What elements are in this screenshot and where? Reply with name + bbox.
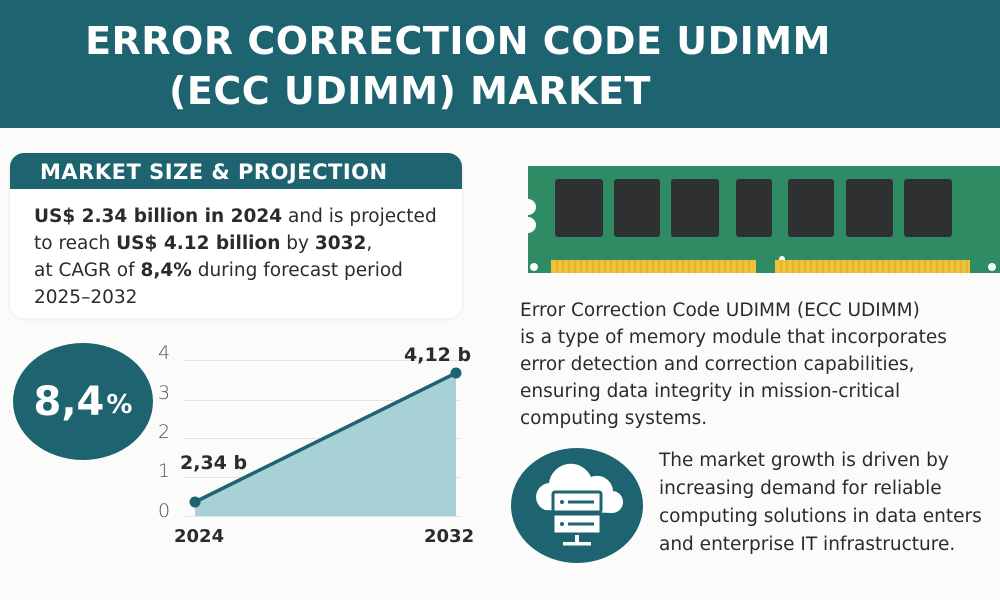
value-2024: US$ 2.34 billion in 2024 xyxy=(34,206,283,227)
growth-line: and enterprise IT infrastructure. xyxy=(659,534,956,555)
description-line: error detection and correction capabilit… xyxy=(520,354,915,375)
gridline xyxy=(183,516,461,517)
target-year: 3032 xyxy=(314,233,367,254)
cagr-badge: 8,4% xyxy=(13,343,153,460)
y-tick: 1 xyxy=(158,460,171,482)
description-line: ensuring data integrity in mission-criti… xyxy=(520,381,901,402)
text-span: , xyxy=(366,233,373,254)
gridline xyxy=(183,400,461,401)
y-tick: 0 xyxy=(158,500,171,522)
text-span: to reach xyxy=(34,233,117,254)
text-span: and is projected xyxy=(282,206,437,227)
data-point-2024 xyxy=(189,496,201,508)
text-span: by xyxy=(280,233,315,254)
cloud-server-badge xyxy=(511,448,643,563)
market-size-text: US$ 2.34 billion in 2024 and is projecte… xyxy=(10,189,462,311)
cagr-number: 8,4 xyxy=(33,378,105,425)
x-label-2024: 2024 xyxy=(174,526,225,547)
forecast-period: 2025–2032 xyxy=(34,287,138,308)
chart-area-plot xyxy=(189,367,462,516)
cloud-server-icon xyxy=(536,463,624,546)
memory-module-illustration xyxy=(523,163,1000,276)
area-fill xyxy=(195,373,456,516)
cagr-percent: % xyxy=(106,389,133,420)
value-2032: US$ 4.12 billion xyxy=(116,233,281,254)
market-size-heading: MARKET SIZE & PROJECTION xyxy=(10,153,462,189)
y-tick: 2 xyxy=(158,421,171,443)
growth-chart: 4 3 2 1 0 2,34 b 4,12 b 2024 2032 xyxy=(150,340,480,555)
cagr-value: 8,4% xyxy=(140,260,192,281)
gridline xyxy=(183,360,461,361)
page-title-line2: (ECC UDIMM) MARKET xyxy=(169,69,651,113)
growth-drivers-text: The market growth is driven by increasin… xyxy=(659,447,1000,559)
data-point-2032 xyxy=(450,367,462,379)
ram-stick-icon xyxy=(528,166,1000,273)
product-description: Error Correction Code UDIMM (ECC UDIMM) … xyxy=(520,297,1000,432)
data-label-2024: 2,34 b xyxy=(180,452,248,474)
description-line: Error Correction Code UDIMM (ECC UDIMM) xyxy=(520,300,920,321)
page-title-line1: ERROR CORRECTION CODE UDIMM xyxy=(85,19,831,63)
market-size-card: MARKET SIZE & PROJECTION US$ 2.34 billio… xyxy=(10,153,462,318)
trend-line xyxy=(194,371,457,504)
text-span: at CAGR of xyxy=(34,260,141,281)
text-span: during forecast period xyxy=(191,260,403,281)
page-header: ERROR CORRECTION CODE UDIMM (ECC UDIMM) … xyxy=(0,0,1000,128)
growth-line: increasing demand for reliable xyxy=(659,478,942,499)
y-tick: 3 xyxy=(158,382,171,404)
growth-line: computing solutions in data enters xyxy=(659,506,982,527)
y-tick: 4 xyxy=(158,342,171,364)
growth-line: The market growth is driven by xyxy=(659,450,949,471)
data-label-2032: 4,12 b xyxy=(404,344,472,366)
description-line: is a type of memory module that incorpor… xyxy=(520,327,947,348)
description-line: computing systems. xyxy=(520,408,708,429)
x-label-2032: 2032 xyxy=(424,526,475,547)
